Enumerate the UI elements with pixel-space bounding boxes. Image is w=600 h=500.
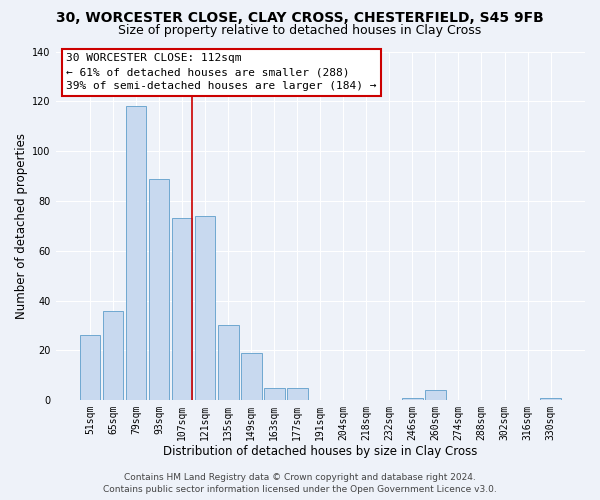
Bar — [80, 336, 100, 400]
Bar — [264, 388, 284, 400]
Bar — [287, 388, 308, 400]
Bar — [402, 398, 423, 400]
Y-axis label: Number of detached properties: Number of detached properties — [15, 133, 28, 319]
X-axis label: Distribution of detached houses by size in Clay Cross: Distribution of detached houses by size … — [163, 444, 478, 458]
Bar — [172, 218, 193, 400]
Bar — [241, 353, 262, 400]
Bar — [195, 216, 215, 400]
Bar — [149, 178, 169, 400]
Bar — [125, 106, 146, 400]
Bar — [103, 310, 124, 400]
Bar — [218, 326, 239, 400]
Text: Size of property relative to detached houses in Clay Cross: Size of property relative to detached ho… — [118, 24, 482, 37]
Bar — [540, 398, 561, 400]
Text: 30, WORCESTER CLOSE, CLAY CROSS, CHESTERFIELD, S45 9FB: 30, WORCESTER CLOSE, CLAY CROSS, CHESTER… — [56, 12, 544, 26]
Text: Contains HM Land Registry data © Crown copyright and database right 2024.
Contai: Contains HM Land Registry data © Crown c… — [103, 473, 497, 494]
Bar — [425, 390, 446, 400]
Text: 30 WORCESTER CLOSE: 112sqm
← 61% of detached houses are smaller (288)
39% of sem: 30 WORCESTER CLOSE: 112sqm ← 61% of deta… — [66, 53, 377, 91]
